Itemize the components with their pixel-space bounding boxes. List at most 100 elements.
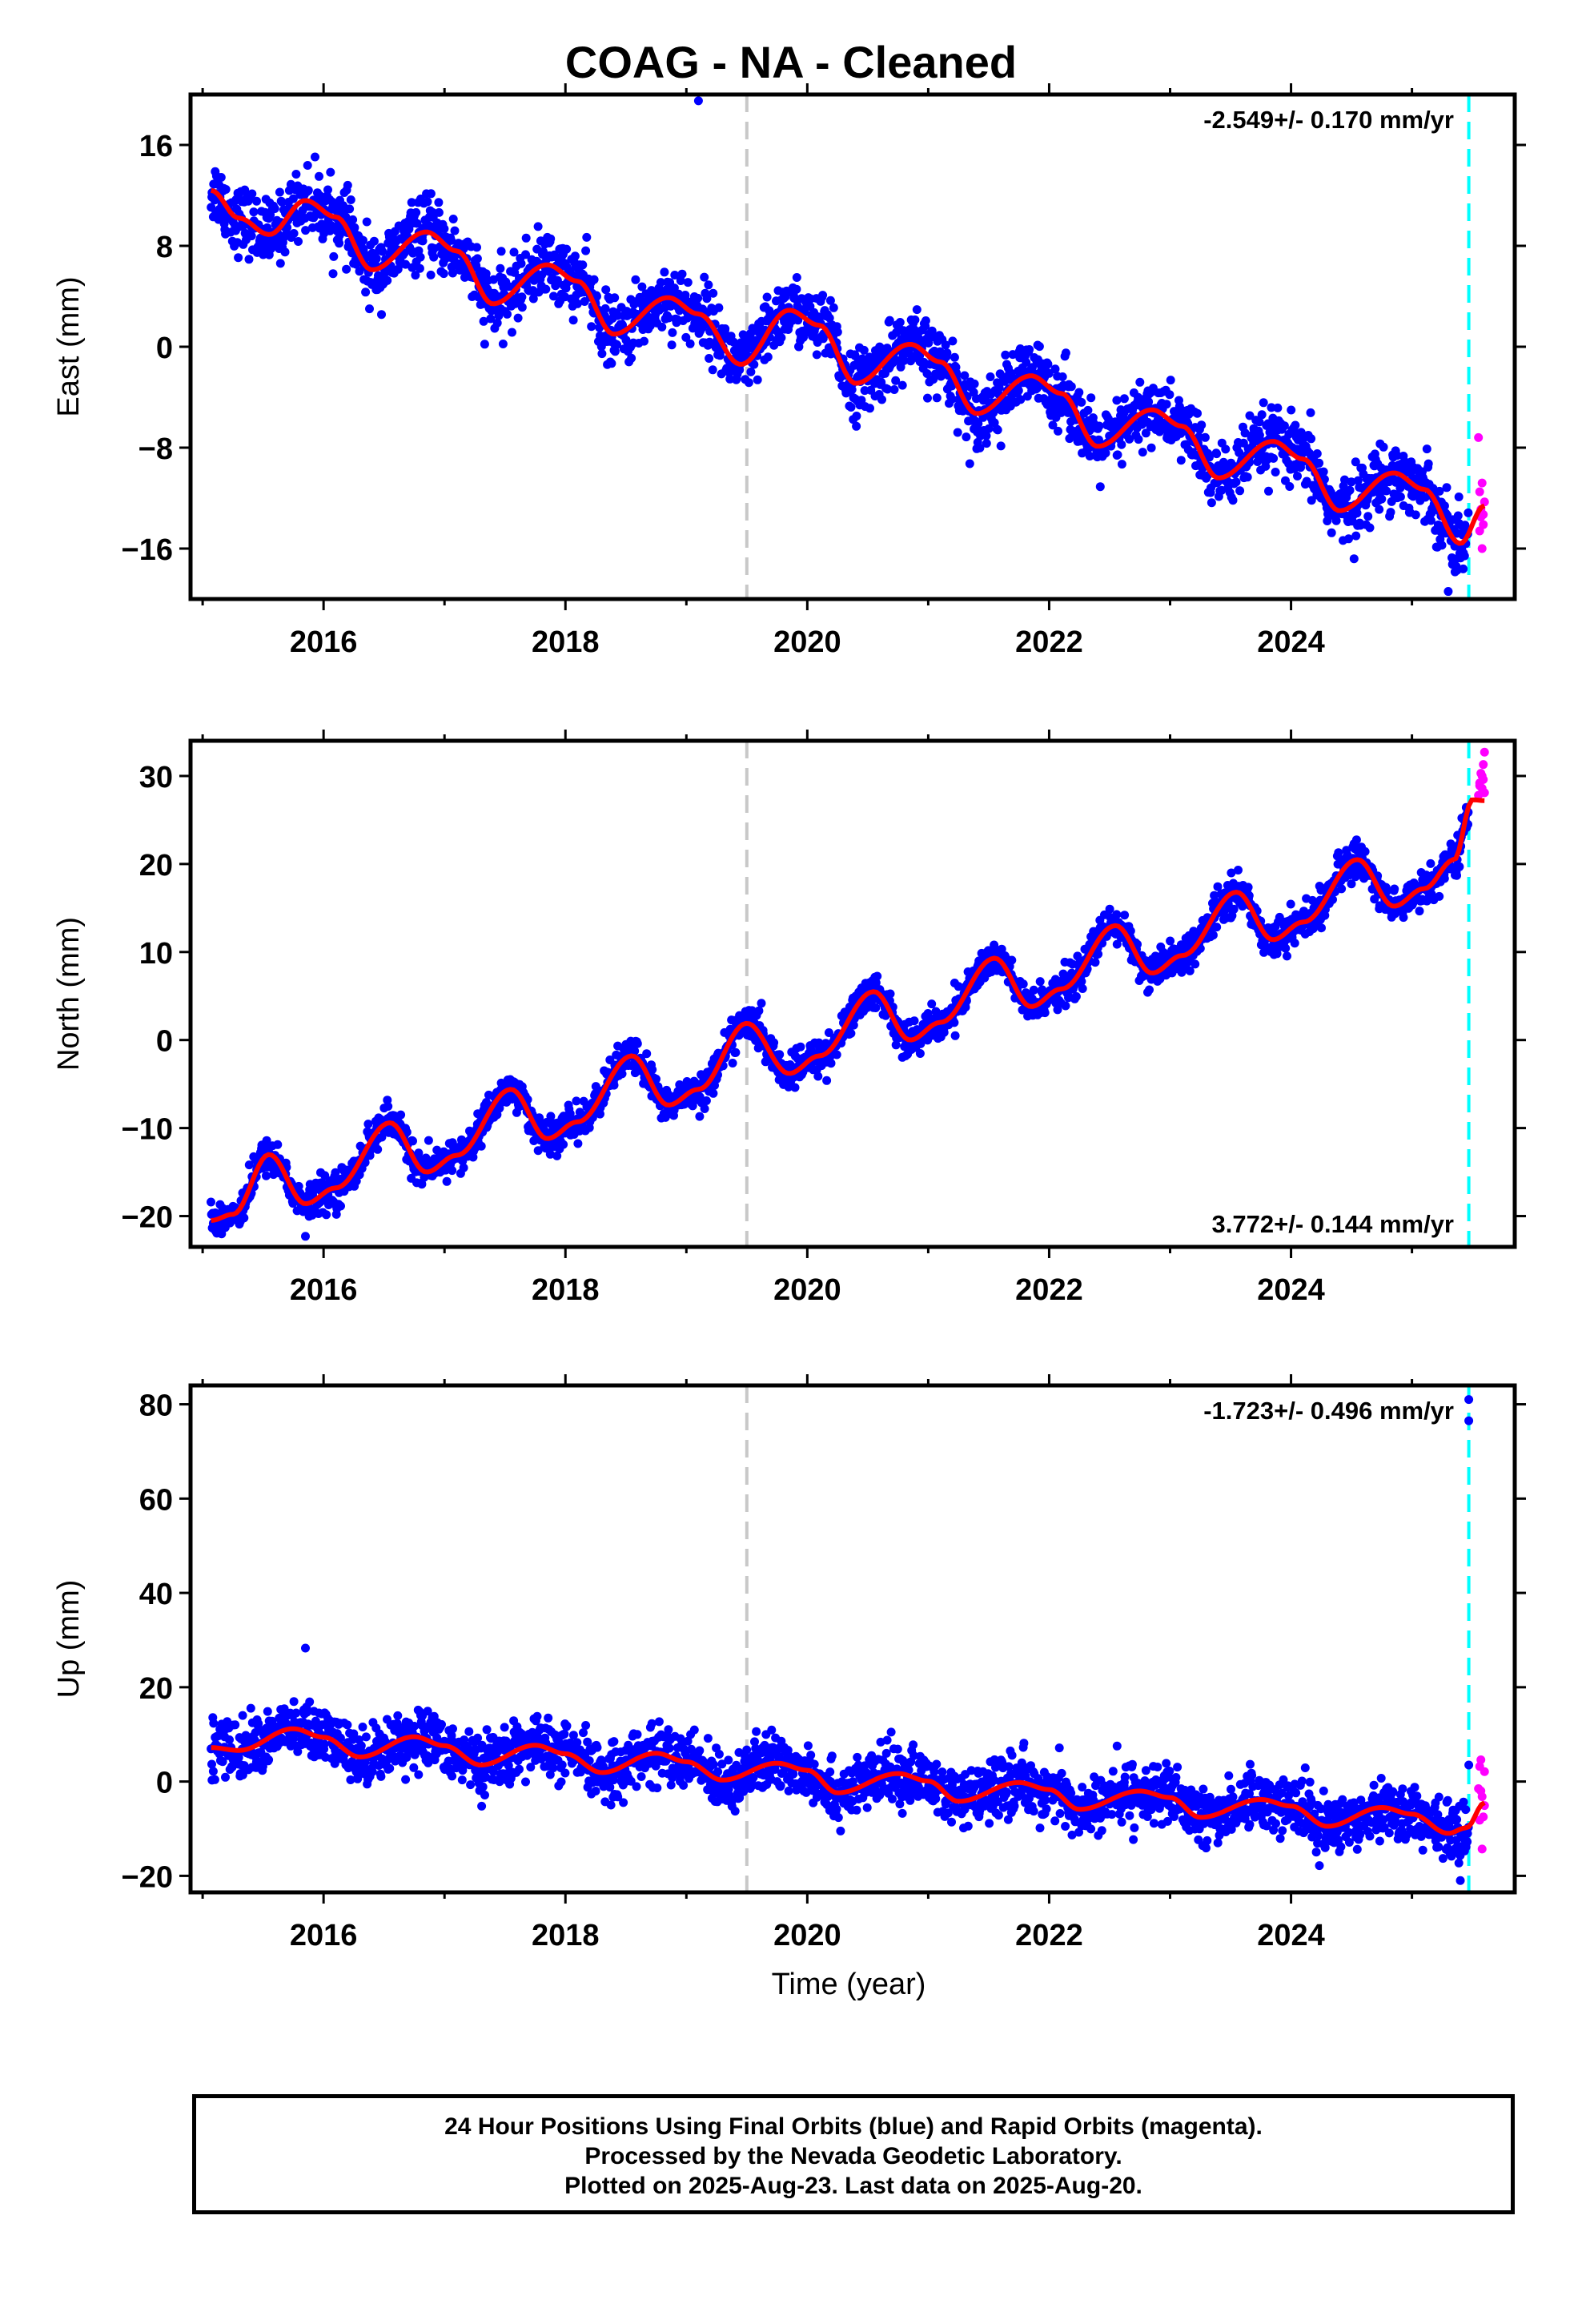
data-point: [1435, 486, 1444, 496]
data-point: [1061, 1001, 1070, 1011]
data-point: [343, 180, 352, 190]
data-point: [1048, 420, 1058, 430]
data-point: [412, 219, 422, 228]
data-point: [1016, 395, 1026, 404]
data-point: [1426, 516, 1435, 525]
data-point: [915, 1049, 925, 1058]
data-point: [423, 197, 432, 207]
data-point: [1375, 505, 1384, 514]
data-point: [824, 1028, 833, 1037]
data-point: [704, 280, 713, 290]
data-point: [1293, 472, 1302, 480]
data-point: [346, 195, 355, 204]
data-point: [1317, 923, 1326, 933]
data-point: [1185, 966, 1195, 975]
data-point: [562, 244, 572, 254]
data-point: [1166, 376, 1175, 385]
data-point: [889, 385, 899, 394]
data-point: [291, 170, 301, 179]
data-point: [1034, 342, 1044, 352]
data-point: [705, 354, 714, 363]
data-point: [1349, 554, 1359, 564]
data-point: [1257, 410, 1267, 420]
data-point: [950, 1031, 960, 1040]
data-point: [303, 186, 313, 195]
rate-label: -2.549+/- 0.170 mm/yr: [1203, 106, 1454, 134]
data-point: [818, 291, 828, 300]
data-point: [1221, 444, 1231, 454]
data-point: [320, 1171, 330, 1180]
data-point: [792, 284, 801, 294]
x-tick-label: 2020: [773, 1273, 841, 1307]
data-point: [208, 1767, 218, 1776]
data-point: [350, 223, 359, 232]
y-tick-label: 20: [139, 849, 173, 883]
data-point: [348, 215, 358, 224]
data-point: [1235, 448, 1244, 457]
data-point: [825, 296, 835, 305]
data-point: [1331, 516, 1341, 525]
data-point: [294, 1181, 303, 1191]
data-point: [1007, 955, 1017, 965]
data-point: [1231, 477, 1241, 487]
data-point: [377, 310, 386, 320]
data-point: [630, 1047, 640, 1055]
data-point: [652, 1074, 661, 1084]
x-tick-label: 2016: [290, 1273, 358, 1307]
data-point: [1287, 405, 1296, 415]
data-point: [994, 383, 1004, 392]
data-point: [825, 313, 834, 323]
data-point: [1327, 528, 1336, 537]
data-point: [762, 292, 772, 302]
data-point: [865, 404, 874, 413]
data-point: [681, 291, 690, 300]
data-point: [396, 1110, 406, 1120]
data-point: [1053, 1005, 1062, 1015]
data-point: [1323, 517, 1332, 525]
rapid-point: [1480, 747, 1489, 757]
data-point: [1390, 884, 1399, 894]
data-point: [664, 313, 673, 323]
data-point: [342, 264, 351, 274]
data-point: [539, 247, 548, 256]
data-point: [480, 340, 489, 349]
data-point: [383, 275, 392, 285]
data-point: [429, 252, 439, 262]
data-point: [1135, 377, 1145, 387]
data-point: [521, 250, 530, 259]
data-point: [1423, 459, 1433, 468]
data-point: [496, 263, 505, 273]
data-point: [559, 1140, 568, 1149]
data-point: [1144, 397, 1154, 407]
data-point: [565, 1109, 575, 1118]
y-tick-label: −10: [122, 1113, 173, 1147]
data-point: [1126, 927, 1135, 935]
data-point: [912, 305, 921, 315]
data-point: [1029, 985, 1038, 995]
data-point: [1273, 403, 1283, 412]
data-point: [412, 207, 421, 217]
data-point: [953, 428, 962, 437]
data-point: [1061, 348, 1070, 358]
data-point: [383, 1102, 393, 1111]
data-point: [1269, 453, 1279, 463]
data-point: [434, 207, 444, 217]
data-point: [568, 316, 578, 325]
data-point: [496, 247, 506, 256]
data-point: [899, 356, 909, 365]
data-point: [1112, 939, 1122, 949]
data-point: [891, 1040, 901, 1050]
data-point: [1386, 508, 1395, 517]
y-axis-label: East (mm): [52, 276, 86, 416]
data-point: [642, 1049, 652, 1059]
rapid-point: [1474, 432, 1484, 442]
data-point: [503, 309, 512, 319]
data-point: [362, 217, 371, 227]
data-point: [1439, 501, 1449, 511]
data-point: [1077, 397, 1086, 407]
data-point: [528, 294, 538, 304]
data-point: [221, 185, 231, 194]
data-point: [426, 270, 436, 279]
outlier-point: [1443, 587, 1453, 597]
